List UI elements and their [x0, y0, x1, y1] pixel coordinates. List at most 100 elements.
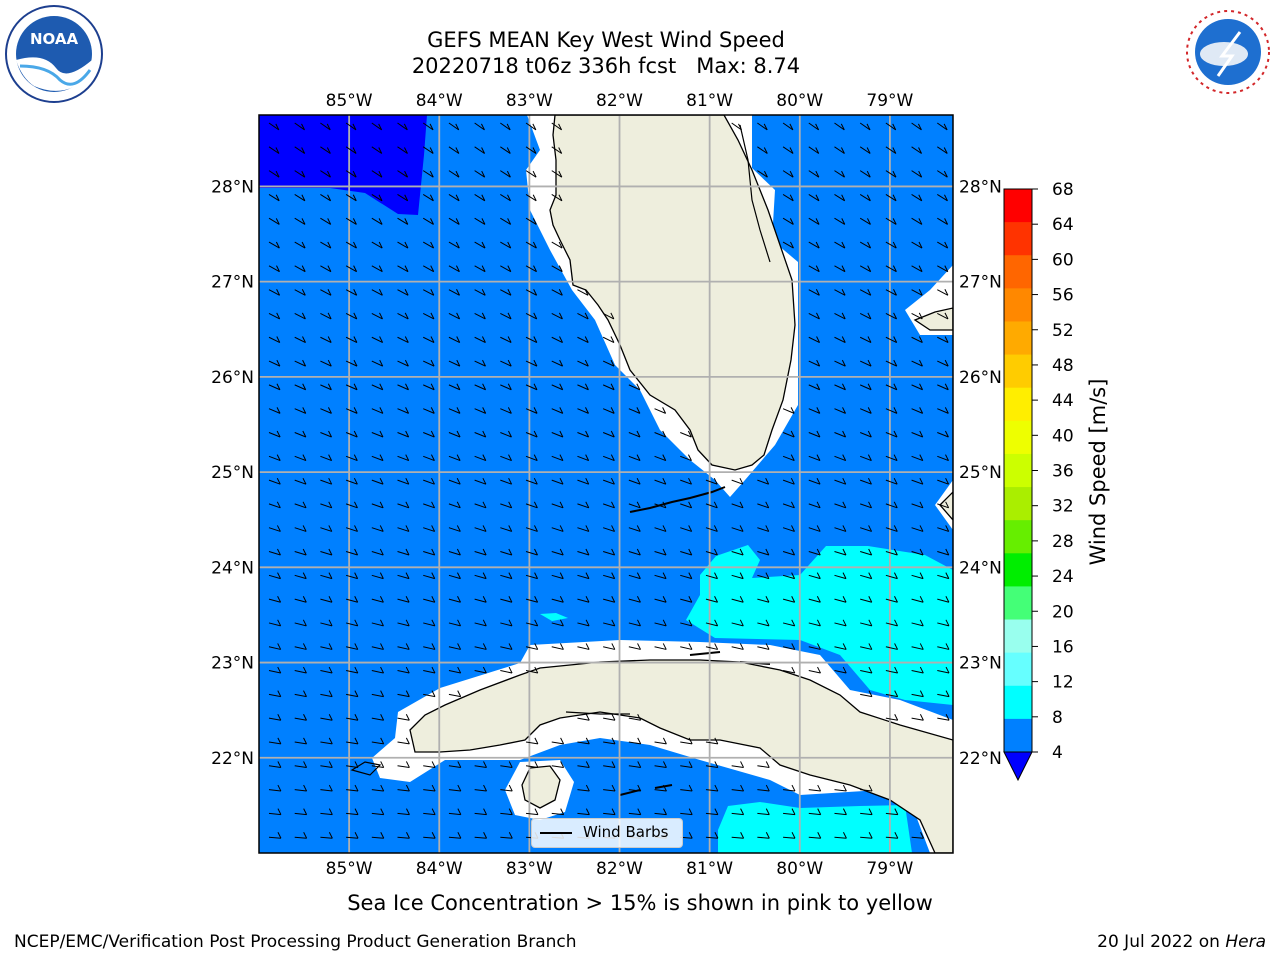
wind-barb [294, 693, 307, 698]
wind-barb [680, 574, 692, 580]
wind-barb-flag [406, 808, 410, 815]
wind-barb [860, 646, 872, 650]
wind-barb-flag [456, 383, 461, 390]
wind-barb [911, 146, 922, 154]
wind-barb-flag [610, 477, 615, 485]
wind-barb-flag [816, 407, 821, 414]
wind-barb [628, 598, 641, 603]
wind-barb [885, 622, 898, 627]
wind-barb-flag [379, 501, 384, 509]
wind-barb-flag [867, 289, 872, 296]
wind-barb-flag [276, 407, 281, 414]
wind-barb [294, 503, 307, 509]
wind-barb [525, 551, 538, 556]
wind-barb [474, 646, 487, 650]
wind-barb-flag [276, 454, 281, 461]
wind-barb-flag [740, 808, 745, 815]
wind-barb-flag [301, 265, 306, 272]
wind-barb-flag [354, 666, 359, 674]
wind-barb [911, 551, 924, 556]
wind-barb [577, 408, 589, 414]
wind-barb [345, 479, 358, 485]
wind-barb [603, 646, 615, 650]
colorbar-segment [1004, 222, 1032, 256]
wind-barb-flag [353, 454, 358, 461]
wind-barb-flag [944, 265, 949, 272]
wind-barb-flag [534, 761, 539, 768]
wind-barb-flag [507, 289, 512, 296]
wind-barb-flag [379, 477, 384, 485]
wind-barb [911, 479, 924, 485]
land-bahamas [913, 307, 953, 331]
wind-barb [860, 503, 872, 509]
wind-barb [397, 170, 408, 178]
wind-barb-flag [868, 596, 873, 603]
wind-barb-flag [815, 170, 820, 178]
wind-barb-flag [868, 666, 873, 674]
wind-barb-flag [508, 808, 513, 815]
wind-barb-flag [840, 147, 845, 154]
wind-barb-flag [714, 619, 719, 627]
wind-barb-flag [558, 289, 563, 296]
wind-barb-flag [894, 643, 899, 650]
wind-barb-flag [893, 572, 898, 579]
wind-barb-flag [354, 548, 359, 556]
wind-barb [654, 646, 667, 650]
wind-barb [371, 241, 383, 249]
wind-barb-flag [482, 666, 487, 674]
wind-barb-flag [508, 832, 513, 839]
wind-barb-flag [918, 194, 923, 202]
wind-barb [268, 741, 281, 745]
wind-barb [397, 313, 409, 320]
wind-barb-flag [791, 808, 796, 815]
wind-barb [320, 741, 333, 745]
wind-barb [551, 146, 562, 154]
wind-barb-flag [842, 666, 847, 674]
wind-barb-flag [945, 454, 949, 461]
wind-barb-flag [945, 666, 950, 674]
wind-barb [294, 741, 307, 745]
wind-barb-flag [481, 147, 486, 154]
wind-barb [474, 574, 487, 580]
wind-barb [937, 574, 949, 580]
wind-barb [268, 527, 281, 532]
wind-barb-flag [713, 525, 718, 532]
wind-barb [474, 313, 486, 320]
wind-barb [859, 432, 872, 438]
wind-barb-flag [842, 407, 846, 414]
colorbar-segment [1004, 288, 1032, 322]
wind-barb-flag [481, 265, 486, 272]
footer-organization: NCEP/EMC/Verification Post Processing Pr… [14, 932, 577, 952]
wind-barb [423, 812, 436, 816]
colorbar-segment [1004, 718, 1032, 753]
wind-barb [345, 551, 358, 556]
wind-barb-flag [405, 643, 410, 650]
wind-barb-flag [945, 690, 950, 697]
wind-barb-flag [328, 666, 333, 674]
wind-barb [834, 241, 846, 249]
wind-barb-flag [506, 123, 511, 131]
wind-barb-flag [892, 170, 897, 178]
wind-barb [525, 503, 538, 509]
wind-barb [500, 812, 513, 816]
wind-barb [654, 598, 667, 603]
wind-barb [885, 265, 897, 273]
wind-barb-flag [275, 123, 280, 131]
wind-barb-flag [379, 359, 384, 367]
wind-barb [885, 384, 898, 391]
wind-barb-flag [534, 643, 539, 650]
wind-barb [551, 336, 563, 343]
wind-barb-flag [405, 383, 409, 390]
wind-barb [808, 836, 821, 839]
wind-barb-flag [841, 289, 846, 296]
wind-barb [474, 670, 487, 674]
wind-barb [320, 836, 333, 839]
wind-barb [628, 455, 641, 462]
wind-barb-flag [763, 123, 768, 131]
wind-barb [320, 170, 331, 178]
wind-barb [423, 693, 436, 698]
wind-barb-flag [842, 501, 847, 509]
wind-barb [397, 336, 409, 343]
wind-barb [911, 408, 923, 414]
wind-barb-flag [662, 501, 667, 509]
